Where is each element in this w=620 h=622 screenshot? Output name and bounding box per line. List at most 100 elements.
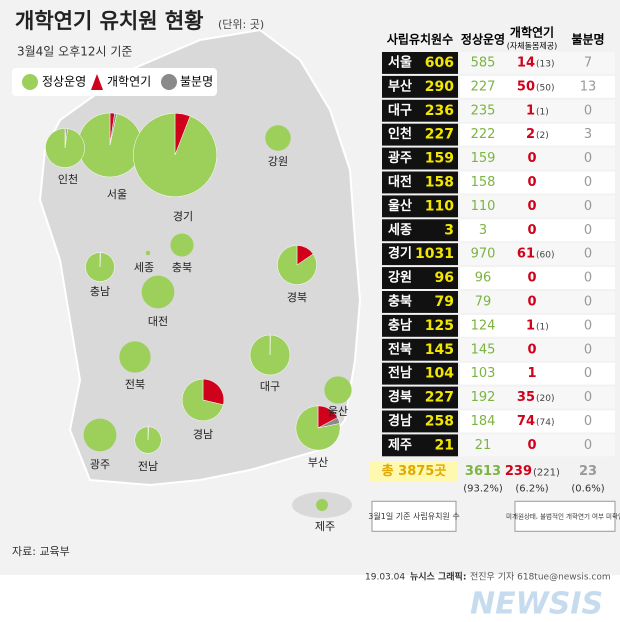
total-value: 3 <box>444 222 454 238</box>
region-name: 인천 <box>388 126 412 142</box>
pie-slice <box>316 499 328 511</box>
footer-agency: 뉴시스 그래픽: <box>410 571 466 583</box>
row-bg <box>460 267 615 289</box>
unknown-value: 0 <box>584 247 592 262</box>
self-care-value: (74) <box>536 418 554 428</box>
normal-value: 96 <box>475 271 492 286</box>
unit: (단위: 곳) <box>218 18 264 31</box>
self-care-value: (13) <box>536 59 554 69</box>
region-cell <box>382 267 458 289</box>
pie-slice <box>133 113 217 197</box>
delay-value: 1 <box>526 318 535 333</box>
normal-value: 222 <box>471 127 496 142</box>
unknown-value: 0 <box>584 318 592 333</box>
total-value: 290 <box>425 79 454 95</box>
map-label: 강원 <box>268 155 288 168</box>
self-care-value: (60) <box>536 251 554 261</box>
pie-slice <box>141 275 175 309</box>
region-name: 서울 <box>388 54 412 70</box>
pie-slice <box>145 250 151 256</box>
map-label: 제주 <box>315 520 335 533</box>
region-name: 충남 <box>388 317 412 333</box>
pie-slice <box>83 418 117 452</box>
total-value: 96 <box>435 270 454 286</box>
unknown-value: 0 <box>584 223 592 238</box>
note-box <box>371 500 457 532</box>
normal-value: 227 <box>471 79 496 94</box>
normal-value: 124 <box>471 318 496 333</box>
row-bg <box>460 434 615 457</box>
region-cell <box>382 147 458 170</box>
unknown-value: 0 <box>584 366 592 381</box>
total-cell <box>370 461 458 482</box>
map-label: 전남 <box>138 460 158 473</box>
title: 개학연기 유치원 현황 <box>15 9 204 33</box>
pie-slice <box>277 245 317 285</box>
delay-value: 0 <box>527 223 536 238</box>
map-label: 대전 <box>148 315 168 328</box>
map-label: 부산 <box>308 456 328 469</box>
region-name: 충북 <box>388 293 412 309</box>
normal-total: 3613 <box>465 464 501 479</box>
total-value: 1031 <box>415 246 454 262</box>
pie-slice <box>77 112 143 178</box>
region-cell <box>382 338 458 361</box>
region-name: 제주 <box>388 438 412 453</box>
subtitle: 3월4일 오후12시 기준 <box>17 45 132 59</box>
legend-swatch <box>22 74 38 90</box>
pie-slice <box>170 233 194 257</box>
unknown-pct: (0.6%) <box>571 483 604 494</box>
normal-value: 110 <box>471 199 496 214</box>
row-bg <box>460 291 615 313</box>
map-label: 세종 <box>134 261 154 274</box>
pie-slice <box>45 128 85 168</box>
self-care-value: (2) <box>536 131 549 141</box>
unknown-value: 0 <box>584 271 592 286</box>
self-care-value: (1) <box>536 322 549 332</box>
normal-value: 3 <box>479 223 487 238</box>
pie-slice <box>295 405 341 451</box>
total-value: 158 <box>425 174 454 190</box>
unknown-value: 0 <box>584 390 592 405</box>
total-value: 258 <box>425 413 454 429</box>
map-label: 경북 <box>287 291 307 304</box>
row-bg <box>460 75 615 98</box>
legend-swatch <box>161 74 177 90</box>
self-care-total: (221) <box>533 467 560 478</box>
delay-value: 35 <box>517 390 535 405</box>
map-label: 광주 <box>90 458 110 471</box>
region-cell <box>382 123 458 146</box>
unknown-value: 0 <box>584 103 592 118</box>
self-care-value: (1) <box>536 107 549 117</box>
region-name: 경기 <box>388 246 412 262</box>
region-cell <box>382 75 458 98</box>
map-label: 충북 <box>172 261 192 274</box>
normal-value: 192 <box>471 390 496 405</box>
unknown-value: 0 <box>584 199 592 214</box>
row-bg <box>460 314 615 337</box>
map-label: 경기 <box>173 210 193 223</box>
pie-slice <box>265 125 291 151</box>
region-name: 세종 <box>388 223 412 238</box>
normal-value: 145 <box>471 342 496 357</box>
region-name: 전북 <box>388 341 412 357</box>
unknown-value: 0 <box>584 438 592 453</box>
row-bg <box>460 410 615 433</box>
region-name: 부산 <box>388 78 412 94</box>
normal-value: 79 <box>475 294 492 309</box>
region-name: 대구 <box>388 103 412 118</box>
map-label: 충남 <box>90 285 110 298</box>
unknown-value: 0 <box>584 414 592 429</box>
total-value: 125 <box>425 318 454 334</box>
delay-value: 0 <box>527 271 536 286</box>
delay-value: 1 <box>526 103 535 118</box>
footer-date: 19.03.04 <box>365 573 405 583</box>
total-value: 104 <box>425 366 454 382</box>
grand-total: 총 3875곳 <box>382 463 447 479</box>
map-label: 울산 <box>328 405 348 418</box>
region-cell <box>382 243 458 266</box>
delay-value: 61 <box>517 247 535 262</box>
pie-slice <box>249 334 291 376</box>
